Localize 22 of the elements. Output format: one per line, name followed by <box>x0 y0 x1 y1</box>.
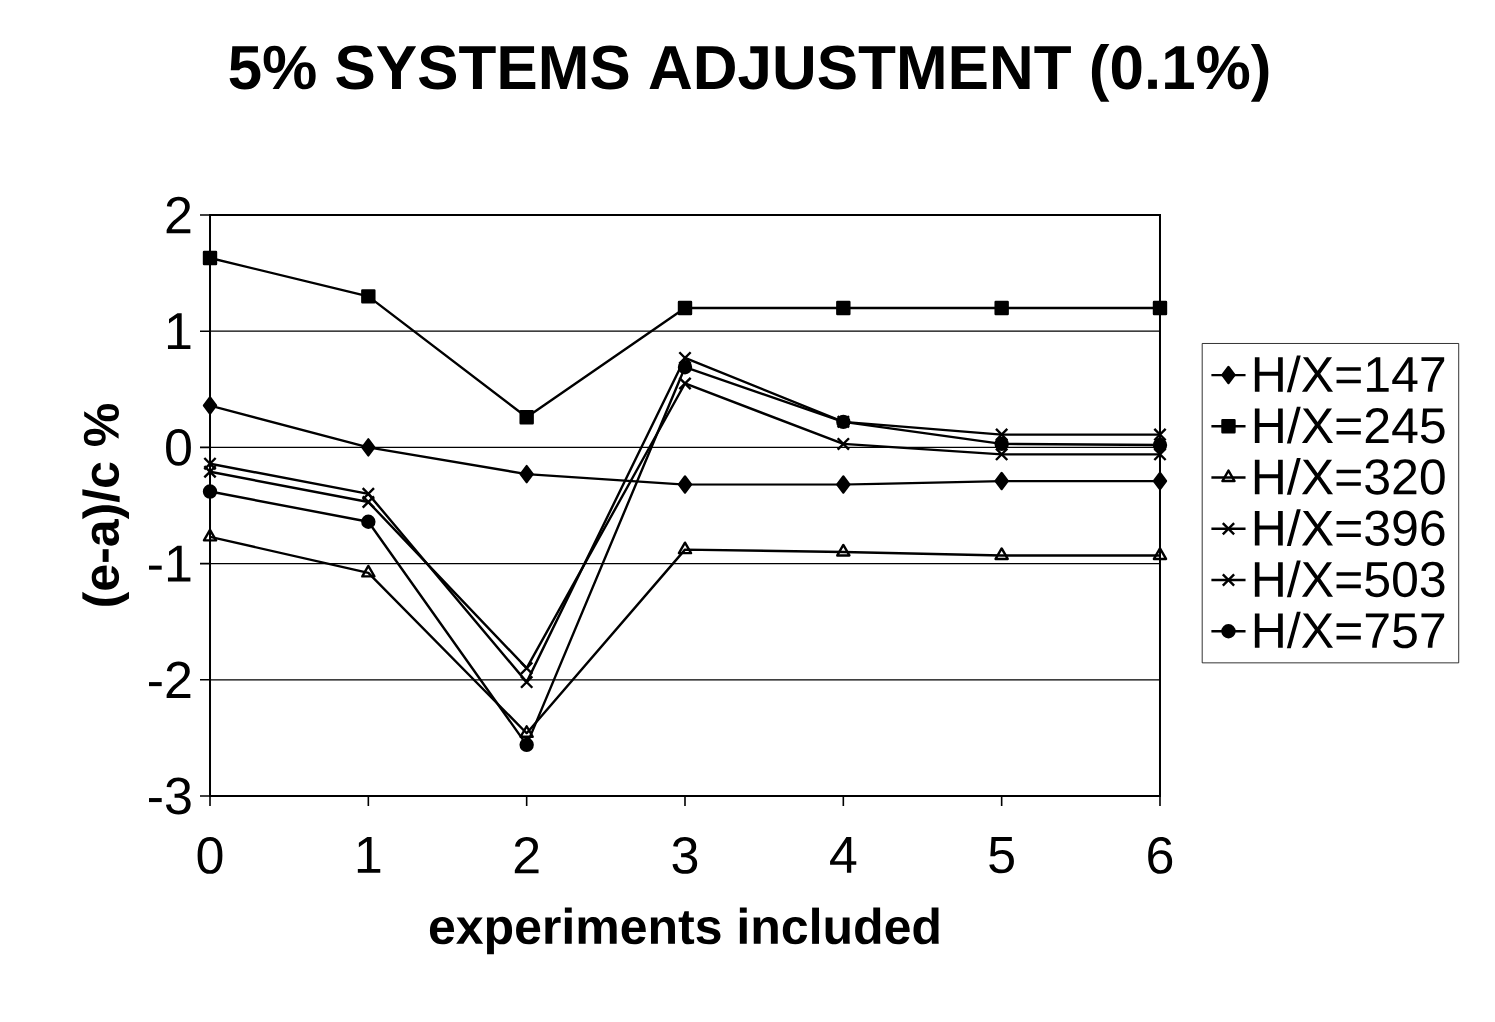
y-tick-label: 1 <box>167 313 191 350</box>
legend-label: H/X=757 <box>1254 611 1445 649</box>
x-tick-label: 2 <box>514 837 539 874</box>
x-tick-label: 6 <box>1148 837 1173 874</box>
legend-label: H/X=396 <box>1254 509 1445 546</box>
x-tick-label: 1 <box>357 837 381 873</box>
y-tick-label: -1 <box>149 545 191 582</box>
y-tick-label: 0 <box>166 428 191 466</box>
x-tick-label: 0 <box>197 837 223 874</box>
y-tick-label: -2 <box>149 661 191 698</box>
x-axis-title: experiments included <box>429 907 939 955</box>
x-tick-label: 5 <box>989 837 1014 874</box>
chart-title: 5% SYSTEMS ADJUSTMENT (0.1%) <box>229 43 1269 102</box>
legend-label: H/X=147 <box>1254 355 1445 393</box>
y-tick-label: -3 <box>149 777 191 815</box>
legend-label: H/X=245 <box>1254 406 1445 444</box>
legend-label: H/X=503 <box>1254 560 1445 598</box>
y-axis-title: (e-a)/c % <box>82 404 129 606</box>
x-tick-label: 4 <box>830 837 857 873</box>
legend-label: H/X=320 <box>1254 457 1445 495</box>
y-tick-label: 2 <box>166 196 191 234</box>
x-tick-label: 3 <box>672 837 698 874</box>
